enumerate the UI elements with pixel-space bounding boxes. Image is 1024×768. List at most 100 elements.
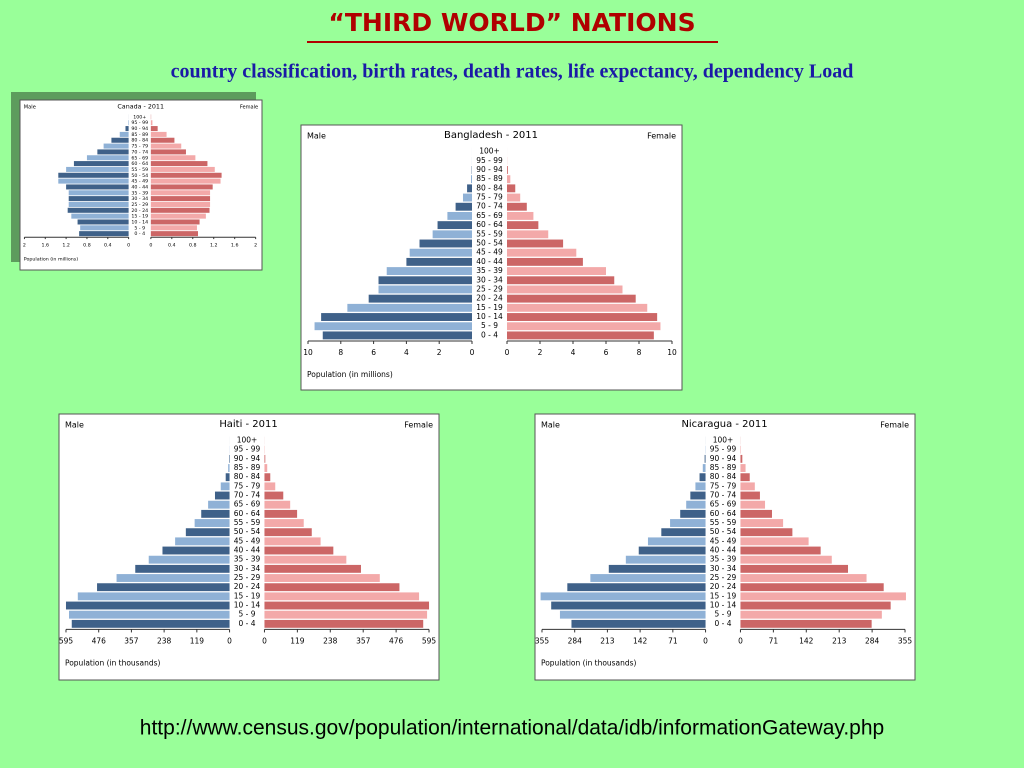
chart-title: Nicaragua - 2011 — [681, 419, 767, 430]
x-tick-label: 1.6 — [231, 242, 239, 248]
age-label: 75 - 79 — [234, 481, 261, 490]
age-label: 55 - 59 — [476, 229, 503, 238]
x-axis-label: Population (in thousands) — [65, 658, 161, 667]
male-bar — [68, 196, 129, 202]
female-bar — [150, 131, 167, 137]
age-label: 50 - 54 — [234, 527, 261, 536]
age-label: 5 - 9 — [239, 610, 256, 619]
x-tick-label: 1.2 — [210, 242, 218, 248]
male-bar — [148, 555, 230, 564]
male-bar — [314, 322, 472, 331]
female-bar — [150, 126, 158, 132]
male-bar — [125, 126, 129, 132]
female-bar — [740, 574, 867, 582]
x-tick-label: 284 — [568, 636, 583, 645]
age-label: 30 - 34 — [131, 196, 148, 202]
x-tick-label: 595 — [59, 636, 74, 645]
age-label: 55 - 59 — [131, 167, 148, 173]
age-label: 30 - 34 — [710, 564, 737, 573]
female-bar — [264, 619, 424, 628]
male-bar — [111, 137, 129, 143]
x-tick-label: 0 — [149, 242, 152, 248]
x-tick-label: 355 — [535, 636, 550, 645]
age-label: 90 - 94 — [710, 454, 737, 463]
female-bar — [150, 149, 186, 155]
male-bar — [608, 564, 706, 573]
age-label: 35 - 39 — [234, 555, 261, 564]
chart-title: Haiti - 2011 — [219, 419, 277, 430]
male-bar — [455, 202, 472, 211]
x-tick-label: 238 — [323, 636, 338, 645]
age-label: 15 - 19 — [234, 591, 261, 600]
age-label: 70 - 74 — [131, 149, 148, 155]
age-label: 5 - 9 — [715, 610, 732, 619]
male-bar — [228, 464, 230, 472]
female-bar — [740, 564, 849, 573]
age-label: 90 - 94 — [476, 165, 503, 174]
female-bar — [507, 239, 564, 248]
x-tick-label: 10 — [303, 348, 313, 357]
female-bar — [264, 610, 428, 619]
male-bar — [58, 172, 129, 178]
female-bar — [507, 230, 549, 239]
source-url: http://www.census.gov/population/interna… — [140, 717, 884, 740]
x-tick-label: 1.2 — [62, 242, 70, 248]
age-label: 0 - 4 — [239, 619, 256, 628]
male-bar — [432, 230, 472, 239]
female-bar — [740, 592, 906, 601]
x-tick-label: 1.6 — [41, 242, 49, 248]
x-tick-label: 595 — [422, 636, 437, 645]
female-bar — [740, 610, 882, 619]
age-label: 60 - 64 — [710, 509, 737, 518]
x-tick-label: 0 — [470, 348, 475, 357]
age-label: 5 - 9 — [134, 225, 145, 231]
male-bar — [128, 120, 129, 126]
age-label: 80 - 84 — [234, 472, 261, 481]
x-tick-label: 238 — [157, 636, 172, 645]
male-bar — [378, 285, 472, 294]
slide-subtitle: country classification, birth rates, dea… — [171, 61, 854, 83]
age-label: 85 - 89 — [131, 132, 148, 138]
female-bar — [150, 219, 200, 225]
male-bar — [702, 464, 706, 472]
male-bar — [162, 546, 230, 555]
age-label: 70 - 74 — [710, 491, 737, 500]
x-tick-label: 2 — [23, 242, 26, 248]
female-bar — [740, 454, 743, 463]
female-bar — [507, 202, 527, 211]
male-bar — [419, 239, 472, 248]
x-tick-label: 0.8 — [189, 242, 197, 248]
age-label: 65 - 69 — [476, 211, 503, 220]
age-label: 40 - 44 — [710, 546, 737, 555]
male-bar — [551, 601, 706, 610]
female-bar — [150, 225, 197, 231]
left-label: Male — [307, 132, 326, 141]
age-label: 95 - 99 — [710, 445, 737, 454]
x-tick-label: 4 — [571, 348, 576, 357]
chart-title: Canada - 2011 — [117, 103, 164, 110]
age-label: 45 - 49 — [234, 536, 261, 545]
age-label: 60 - 64 — [234, 509, 261, 518]
female-bar — [264, 509, 298, 518]
female-bar — [740, 482, 755, 491]
chart-title: Bangladesh - 2011 — [444, 130, 538, 141]
female-bar — [507, 193, 521, 202]
age-label: 10 - 14 — [710, 601, 737, 610]
female-bar — [264, 491, 284, 500]
x-tick-label: 2 — [538, 348, 543, 357]
male-bar — [467, 184, 472, 193]
age-label: 45 - 49 — [476, 248, 503, 257]
male-bar — [321, 313, 472, 321]
age-label: 80 - 84 — [131, 138, 148, 144]
male-bar — [119, 131, 129, 137]
female-bar — [507, 331, 654, 340]
male-bar — [67, 207, 129, 213]
female-bar — [150, 161, 208, 167]
x-tick-label: 0 — [262, 636, 267, 645]
age-label: 90 - 94 — [234, 454, 261, 463]
male-bar — [135, 564, 230, 573]
male-bar — [670, 519, 706, 527]
x-tick-label: 0 — [703, 636, 708, 645]
age-label: 90 - 94 — [131, 126, 148, 132]
age-label: 70 - 74 — [234, 491, 261, 500]
